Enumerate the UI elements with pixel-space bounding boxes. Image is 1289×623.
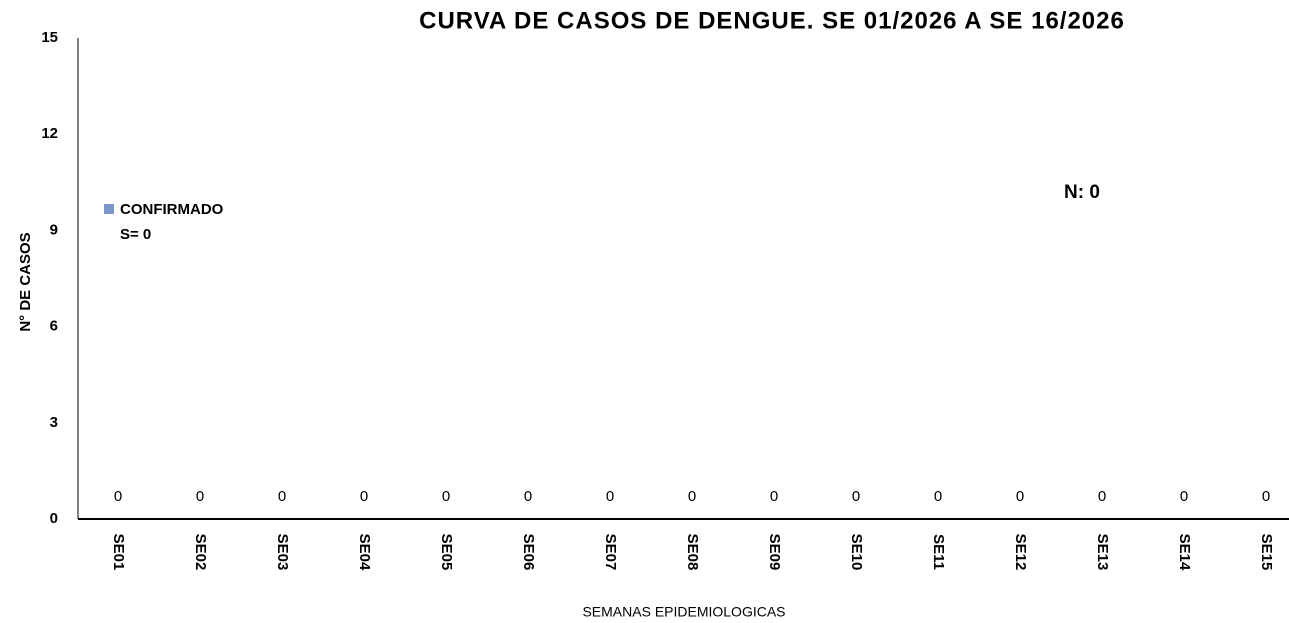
y-tick-label: 9 bbox=[50, 221, 58, 238]
y-tick-label: 3 bbox=[50, 414, 58, 431]
y-tick-label: 6 bbox=[50, 318, 58, 335]
data-label: 0 bbox=[1180, 488, 1188, 505]
x-tick-label: SE05 bbox=[438, 534, 455, 571]
x-tick-label: SE01 bbox=[110, 534, 127, 571]
x-tick-label: SE10 bbox=[848, 534, 865, 571]
x-tick-label: SE14 bbox=[1176, 534, 1193, 571]
data-label: 0 bbox=[852, 488, 860, 505]
x-tick-label: SE11 bbox=[930, 534, 947, 570]
data-label: 0 bbox=[688, 488, 696, 505]
y-tick-label: 12 bbox=[41, 125, 58, 142]
y-tick-label: 0 bbox=[50, 510, 58, 527]
x-axis-title: SEMANAS EPIDEMIOLOGICAS bbox=[582, 604, 785, 620]
data-label: 0 bbox=[606, 488, 614, 505]
x-tick-label: SE08 bbox=[684, 534, 701, 571]
data-label: 0 bbox=[524, 488, 532, 505]
data-label: 0 bbox=[196, 488, 204, 505]
data-label: 0 bbox=[1098, 488, 1106, 505]
data-label: 0 bbox=[360, 488, 368, 505]
x-tick-label: SE13 bbox=[1094, 534, 1111, 571]
data-label: 0 bbox=[770, 488, 778, 505]
x-tick-label: SE03 bbox=[274, 534, 291, 571]
chart-title: CURVA DE CASOS DE DENGUE. SE 01/2026 A S… bbox=[419, 7, 1125, 34]
x-tick-label: SE15 bbox=[1258, 534, 1275, 571]
data-label: 0 bbox=[934, 488, 942, 505]
x-tick-label: SE07 bbox=[602, 534, 619, 571]
x-tick-label: SE04 bbox=[356, 534, 373, 571]
x-tick-label: SE09 bbox=[766, 534, 783, 571]
x-tick-label: SE12 bbox=[1012, 534, 1029, 571]
y-tick-label: 15 bbox=[41, 29, 58, 46]
legend-swatch bbox=[104, 204, 114, 214]
annotation: N: 0 bbox=[1064, 182, 1100, 203]
data-label: 0 bbox=[278, 488, 286, 505]
y-axis-title: N° DE CASOS bbox=[17, 232, 34, 331]
data-label: 0 bbox=[1016, 488, 1024, 505]
data-label: 0 bbox=[1262, 488, 1270, 505]
x-tick-label: SE06 bbox=[520, 534, 537, 571]
data-label: 0 bbox=[442, 488, 450, 505]
annotation: S= 0 bbox=[120, 226, 151, 243]
legend-label: CONFIRMADO bbox=[120, 201, 224, 218]
data-label: 0 bbox=[114, 488, 122, 505]
x-tick-label: SE02 bbox=[192, 534, 209, 571]
